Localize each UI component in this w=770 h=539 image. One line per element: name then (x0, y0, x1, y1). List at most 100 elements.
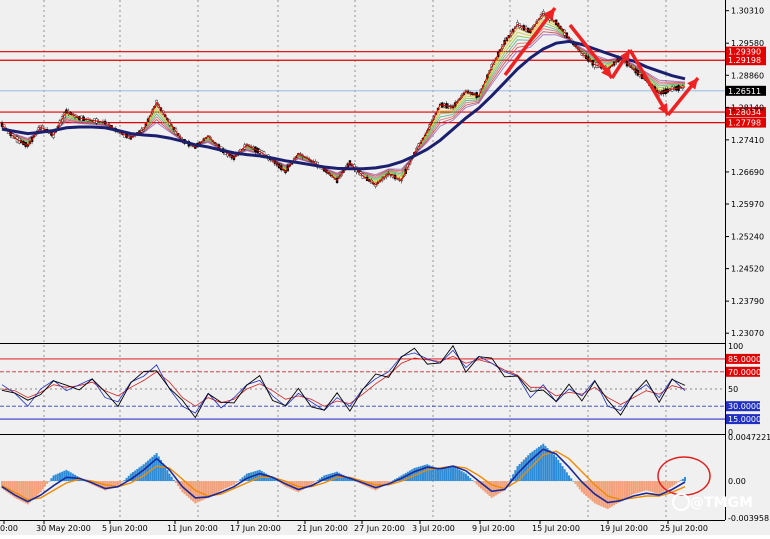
macd-histogram-bar (224, 481, 227, 489)
macd-histogram-bar (626, 481, 629, 498)
macd-histogram-bar (462, 472, 465, 482)
level-tag-label: 1.29390 (728, 48, 761, 57)
macd-histogram-bar (621, 481, 624, 501)
stoch-level-label: 85.0000 (728, 355, 761, 364)
macd-histogram-bar (207, 481, 210, 498)
macd-histogram-bar (542, 443, 545, 482)
macd-histogram-bar (215, 481, 218, 493)
stoch-level-tag (726, 353, 760, 364)
macd-histogram-bar (162, 463, 165, 482)
macd-histogram-bar (346, 477, 349, 482)
macd-histogram-bar (39, 481, 42, 493)
macd-histogram-bar (310, 481, 313, 485)
macd-panel-bg (0, 435, 725, 520)
macd-histogram-bar (260, 471, 263, 482)
macd-histogram-bar (164, 466, 167, 482)
macd-histogram-bar (428, 465, 431, 482)
macd-histogram-bar (220, 481, 223, 491)
macd-histogram-bar (656, 481, 659, 494)
macd-histogram-bar (69, 472, 72, 482)
macd-histogram-bar (645, 481, 648, 491)
trend-arrow-head (601, 66, 612, 78)
macd-histogram-bar (155, 453, 158, 482)
price-tick-label: 1.28860 (731, 71, 764, 80)
macd-histogram-bar (232, 481, 235, 485)
macd-histogram-bar (426, 464, 429, 482)
price-tick-label: 1.27410 (731, 136, 764, 145)
macd-histogram-bar (65, 469, 68, 482)
time-tick-label: 9 Jul 20:00 (472, 524, 515, 533)
watermark: @TMGM (672, 493, 753, 511)
macd-histogram-bar (559, 463, 562, 482)
macd-histogram-bar (630, 481, 633, 496)
macd-histogram-bar (587, 481, 590, 498)
level-tag (726, 46, 766, 57)
macd-histogram-bar (409, 470, 412, 482)
price-tick-label: 1.25970 (731, 200, 764, 209)
macd-histogram-bar (494, 481, 497, 496)
macd-histogram-bar (11, 481, 14, 497)
macd-histogram-bar (456, 468, 459, 482)
stoch-tick-label: 0 (728, 428, 733, 437)
price-tick-label: 1.23790 (731, 297, 764, 306)
macd-histogram-bar (275, 480, 278, 482)
macd-histogram-bar (507, 481, 510, 483)
macd-histogram-bar (527, 455, 530, 482)
macd-histogram-bar (205, 481, 208, 499)
macd-histogram-bar (647, 481, 650, 492)
macd-histogram-bar (222, 481, 225, 490)
watermark-text: @TMGM (690, 495, 753, 511)
macd-histogram-bar (123, 480, 126, 482)
macd-histogram-bar (619, 481, 622, 502)
macd-histogram-bar (323, 475, 326, 482)
macd-histogram-bar (525, 457, 528, 482)
macd-histogram-bar (383, 481, 386, 486)
macd-histogram-bar (132, 472, 135, 482)
macd-histogram-bar (505, 481, 508, 487)
macd-histogram-bar (583, 481, 586, 495)
macd-histogram-bar (237, 481, 240, 482)
macd-histogram-bar (482, 481, 485, 491)
slow-ma-path (1, 39, 686, 171)
macd-histogram-bar (144, 462, 147, 482)
macd-histogram-bar (331, 472, 334, 482)
time-tick-label: 5 Jun 20:00 (102, 524, 148, 533)
macd-histogram-bar (54, 474, 57, 482)
macd-histogram-bar (473, 481, 476, 483)
macd-histogram-bar (628, 481, 631, 497)
macd-histogram-bar (372, 481, 375, 490)
level-tag-label: 1.28034 (728, 108, 761, 117)
trend-arrows (503, 6, 700, 117)
macd-histogram-bar (404, 472, 407, 482)
macd-histogram-bar (439, 469, 442, 482)
macd-histogram-bar (235, 481, 238, 483)
macd-histogram-bar (445, 468, 448, 482)
stoch-main-line (1, 344, 686, 419)
macd-histogram-bar (41, 481, 44, 490)
macd-histogram-bar (469, 477, 472, 482)
slow-moving-average (1, 39, 686, 171)
stoch-level-tag (726, 366, 760, 377)
macd-histogram-bar (368, 481, 371, 488)
macd-histogram-bar (441, 469, 444, 482)
trend-arrow-head (544, 8, 555, 20)
macd-histogram-bar (116, 481, 119, 487)
macd-histogram-bar (187, 481, 190, 498)
macd-histogram-bar (658, 481, 661, 495)
macd-histogram-bar (490, 481, 493, 498)
macd-histogram-bar (602, 481, 605, 508)
macd-histogram-bar (391, 480, 394, 482)
macd-histogram-bar (608, 481, 611, 508)
macd-histogram-bar (104, 481, 107, 491)
macd-histogram-bar (37, 481, 40, 495)
stoch-level-label: 70.0000 (728, 368, 761, 377)
time-tick-label: 0:00 (0, 524, 18, 533)
macd-histogram-bar (147, 460, 150, 482)
macd-histogram-bar (293, 481, 296, 491)
macd-histogram-bar (668, 481, 671, 488)
macd-histogram-bar (312, 481, 315, 484)
macd-histogram-bar (351, 479, 354, 482)
stoch-level-tag (726, 414, 760, 425)
stoch-level-label: 30.0000 (728, 402, 761, 411)
